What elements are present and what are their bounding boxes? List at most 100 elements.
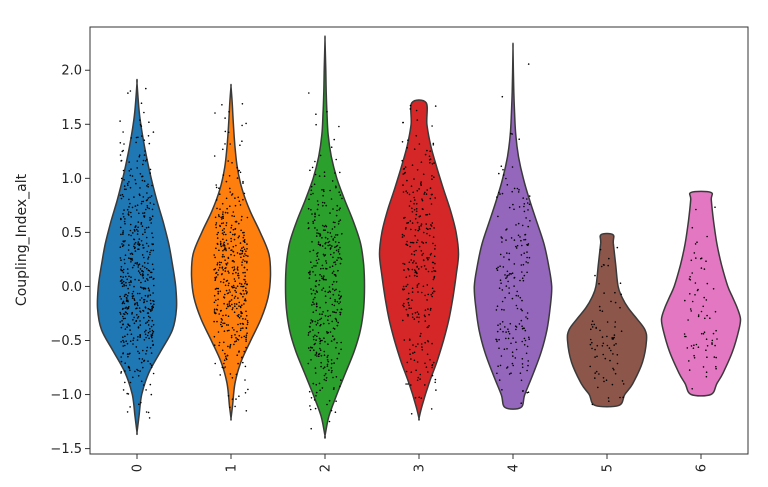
data-point	[405, 383, 407, 385]
data-point	[528, 256, 531, 259]
data-point	[509, 322, 512, 325]
data-point	[246, 260, 248, 263]
data-point	[334, 221, 336, 224]
data-point	[152, 131, 155, 133]
data-point	[150, 302, 152, 305]
data-point	[326, 110, 328, 113]
data-point	[511, 133, 513, 135]
data-point	[121, 243, 123, 245]
data-point	[339, 207, 341, 209]
data-point	[431, 292, 434, 294]
data-point	[402, 191, 405, 193]
data-point	[138, 279, 140, 282]
data-point	[152, 292, 154, 294]
data-point	[499, 364, 502, 367]
data-point	[332, 388, 335, 391]
data-point	[408, 205, 411, 207]
data-point	[433, 162, 435, 164]
data-point	[713, 356, 716, 358]
data-point	[307, 222, 310, 224]
data-point	[598, 305, 601, 308]
data-point	[139, 187, 141, 189]
data-point	[526, 251, 528, 253]
data-point	[501, 237, 503, 239]
data-point	[138, 238, 141, 240]
data-point	[505, 285, 508, 287]
data-point	[329, 244, 331, 246]
data-point	[133, 264, 135, 267]
data-point	[310, 397, 313, 399]
data-point	[322, 278, 325, 281]
data-point	[144, 307, 147, 309]
data-point	[518, 206, 521, 208]
data-point	[225, 197, 228, 200]
data-point	[591, 320, 594, 323]
data-point	[141, 273, 144, 275]
data-point	[339, 301, 342, 303]
data-point	[503, 348, 506, 351]
data-point	[146, 300, 148, 303]
data-point	[144, 333, 147, 336]
data-point	[321, 339, 323, 342]
data-point	[309, 270, 311, 273]
data-point	[326, 356, 329, 358]
data-point	[127, 324, 130, 326]
data-point	[405, 226, 407, 229]
data-point	[325, 301, 327, 304]
data-point	[141, 274, 144, 277]
data-point	[222, 322, 224, 325]
data-point	[515, 245, 517, 248]
data-point	[235, 271, 237, 274]
data-point	[504, 274, 506, 276]
data-point	[230, 299, 233, 301]
data-point	[135, 228, 138, 231]
data-point	[137, 270, 140, 272]
data-point	[140, 102, 143, 104]
data-point	[326, 309, 329, 312]
data-point	[706, 282, 709, 285]
data-point	[235, 373, 238, 376]
data-point	[236, 330, 238, 333]
data-point	[128, 275, 130, 278]
data-point	[328, 420, 331, 423]
data-point	[688, 360, 690, 362]
data-point	[333, 261, 335, 264]
data-point	[413, 202, 415, 205]
data-point	[420, 223, 423, 225]
data-point	[144, 160, 147, 162]
data-point	[510, 273, 512, 275]
data-point	[134, 262, 137, 265]
data-point	[217, 298, 219, 301]
data-point	[150, 218, 153, 220]
data-point	[150, 352, 153, 354]
data-point	[434, 378, 437, 381]
data-point	[142, 159, 145, 162]
data-point	[499, 265, 501, 268]
data-point	[312, 338, 315, 341]
data-point	[711, 339, 714, 342]
data-point	[321, 289, 323, 291]
data-point	[335, 318, 338, 321]
data-point	[313, 349, 315, 352]
data-point	[314, 342, 317, 345]
data-point	[152, 249, 155, 252]
data-point	[144, 331, 146, 333]
data-point	[146, 278, 148, 280]
data-point	[513, 187, 516, 190]
data-point	[502, 168, 504, 171]
data-point	[150, 271, 152, 274]
data-point	[313, 219, 316, 221]
data-point	[515, 247, 518, 249]
data-point	[406, 240, 408, 243]
data-point	[229, 406, 231, 409]
data-point	[512, 337, 514, 339]
data-point	[234, 280, 236, 283]
data-point	[221, 229, 224, 232]
data-point	[326, 363, 329, 366]
data-point	[514, 325, 517, 328]
data-point	[240, 356, 243, 359]
data-point	[315, 285, 317, 288]
data-point	[321, 189, 323, 191]
data-point	[428, 234, 431, 237]
